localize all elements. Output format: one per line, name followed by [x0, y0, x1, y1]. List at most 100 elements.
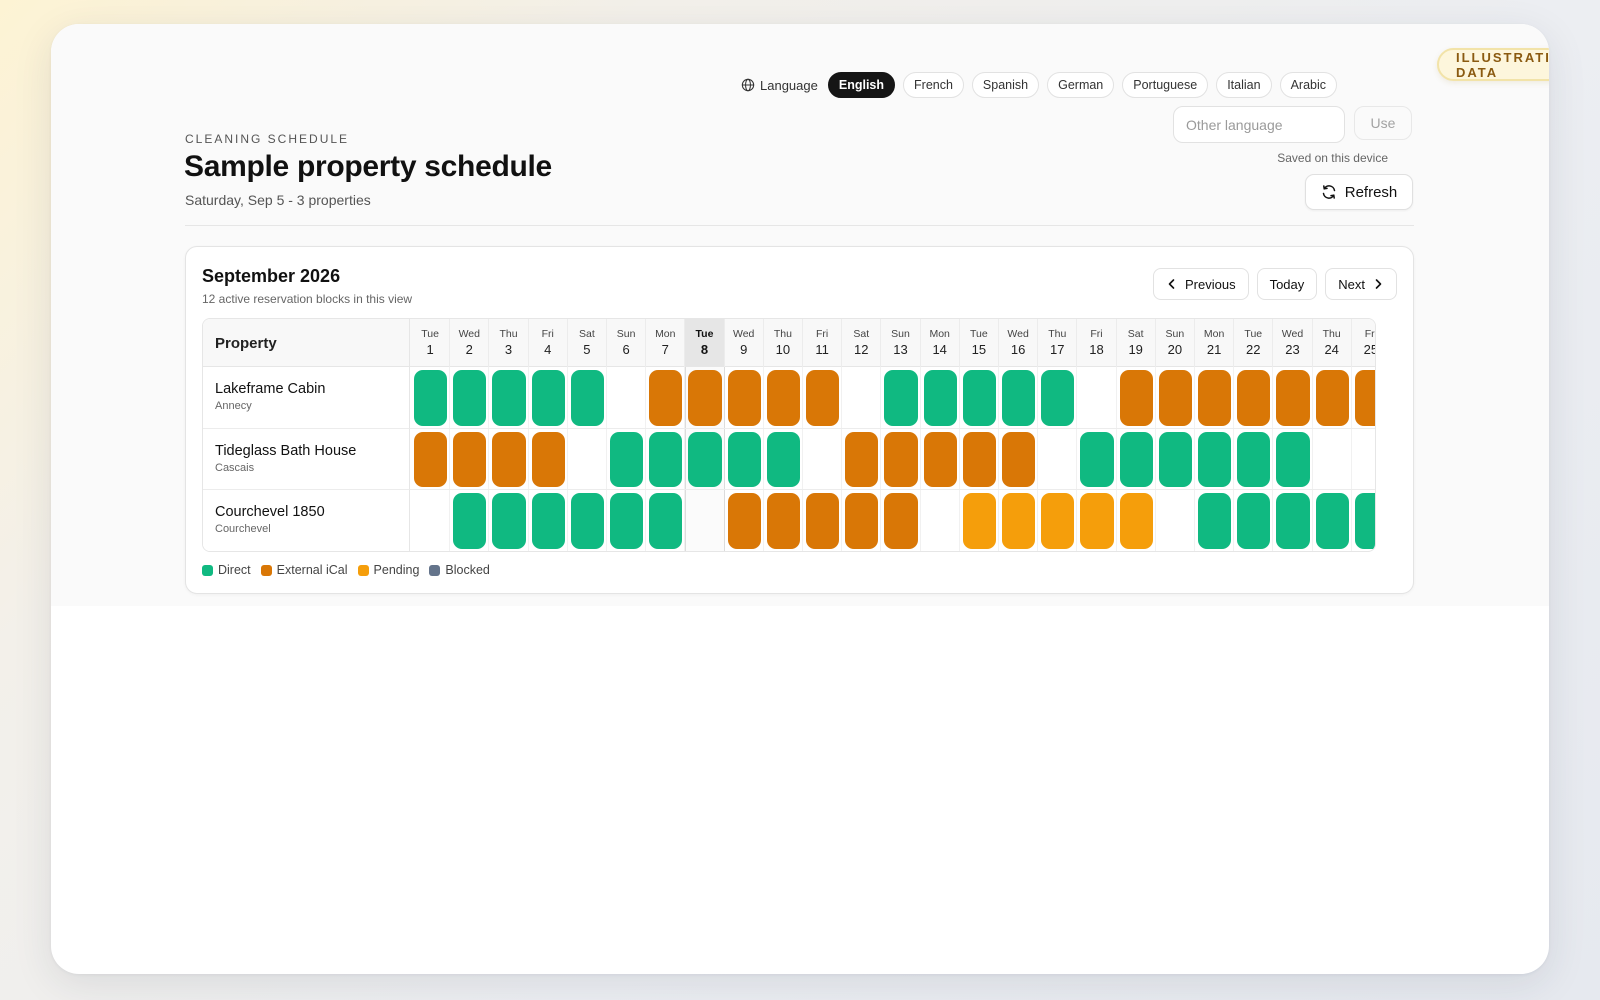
- reservation-block-ical[interactable]: [1002, 431, 1036, 487]
- reservation-block-ical[interactable]: [1119, 370, 1153, 426]
- reservation-block-pending[interactable]: [1002, 493, 1036, 549]
- property-row-header[interactable]: Tideglass Bath House Cascais: [203, 428, 410, 490]
- day-of-month: 19: [1128, 342, 1143, 357]
- column-divider: [802, 367, 803, 551]
- column-divider: [998, 367, 999, 551]
- reservation-block-ical[interactable]: [923, 431, 957, 487]
- reservation-block-pending[interactable]: [1041, 493, 1075, 549]
- language-chip-spanish[interactable]: Spanish: [971, 72, 1040, 98]
- reservation-block-direct[interactable]: [1002, 370, 1036, 426]
- reservation-block-direct[interactable]: [884, 370, 918, 426]
- reservation-block-ical[interactable]: [492, 431, 526, 487]
- refresh-button[interactable]: Refresh: [1305, 174, 1413, 210]
- reservation-block-ical[interactable]: [884, 431, 918, 487]
- day-of-month: 15: [971, 342, 987, 357]
- next-button[interactable]: Next: [1325, 268, 1397, 300]
- reservation-block-direct[interactable]: [1276, 431, 1310, 487]
- reservation-block-ical[interactable]: [845, 493, 879, 549]
- column-divider: [958, 367, 960, 551]
- reservation-block-direct[interactable]: [923, 370, 957, 426]
- reservation-block-ical[interactable]: [766, 493, 800, 549]
- reservation-block-ical[interactable]: [1198, 370, 1232, 426]
- reservation-block-direct[interactable]: [649, 431, 683, 487]
- day-of-week: Wed: [1007, 328, 1029, 340]
- column-divider: [841, 367, 843, 551]
- reservation-block-ical[interactable]: [1315, 370, 1349, 426]
- language-chip-italian[interactable]: Italian: [1216, 72, 1272, 98]
- reservation-block-ical[interactable]: [884, 493, 918, 549]
- refresh-icon: [1322, 185, 1335, 199]
- day-of-month: 23: [1285, 342, 1300, 357]
- reservation-block-direct[interactable]: [610, 493, 644, 549]
- reservation-block-ical[interactable]: [453, 431, 487, 487]
- previous-button[interactable]: Previous: [1152, 268, 1249, 300]
- reservation-block-ical[interactable]: [1158, 370, 1192, 426]
- day-header-20: Sun 20: [1156, 319, 1195, 367]
- reservation-block-ical[interactable]: [1354, 370, 1375, 426]
- day-of-month: 12: [854, 342, 869, 357]
- other-language-input[interactable]: [1173, 106, 1345, 143]
- reservation-block-direct[interactable]: [570, 493, 604, 549]
- reservation-block-direct[interactable]: [1276, 493, 1310, 549]
- day-header-7: Mon 7: [646, 319, 686, 367]
- reservation-block-direct[interactable]: [1237, 493, 1271, 549]
- column-divider: [1115, 367, 1117, 551]
- reservation-block-direct[interactable]: [610, 431, 644, 487]
- reservation-block-ical[interactable]: [806, 493, 840, 549]
- reservation-block-ical[interactable]: [727, 493, 761, 549]
- row-divider: [410, 489, 1375, 490]
- reservation-block-ical[interactable]: [531, 431, 565, 487]
- reservation-block-ical[interactable]: [845, 431, 879, 487]
- reservation-block-ical[interactable]: [688, 370, 722, 426]
- reservation-block-ical[interactable]: [727, 370, 761, 426]
- reservation-block-direct[interactable]: [1080, 431, 1114, 487]
- reservation-block-ical[interactable]: [766, 370, 800, 426]
- reservation-block-ical[interactable]: [414, 431, 448, 487]
- language-chip-german[interactable]: German: [1047, 72, 1115, 98]
- reservation-block-direct[interactable]: [570, 370, 604, 426]
- column-divider: [645, 367, 647, 551]
- language-chip-english[interactable]: English: [827, 72, 896, 98]
- reservation-block-direct[interactable]: [531, 493, 565, 549]
- column-divider: [606, 367, 607, 551]
- reservation-block-direct[interactable]: [531, 370, 565, 426]
- reservation-block-ical[interactable]: [1237, 370, 1271, 426]
- reservation-block-direct[interactable]: [453, 370, 487, 426]
- day-of-month: 24: [1324, 342, 1339, 357]
- legend-item-pending: Pending: [357, 563, 419, 577]
- property-row-header[interactable]: Courchevel 1850 Courchevel: [203, 490, 410, 551]
- use-language-button[interactable]: Use: [1354, 106, 1412, 140]
- reservation-block-ical[interactable]: [962, 431, 996, 487]
- reservation-block-direct[interactable]: [492, 370, 526, 426]
- reservation-block-direct[interactable]: [1198, 431, 1232, 487]
- reservation-block-direct[interactable]: [1158, 431, 1192, 487]
- reservation-block-direct[interactable]: [1119, 431, 1153, 487]
- reservation-block-pending[interactable]: [1080, 493, 1114, 549]
- reservation-block-pending[interactable]: [962, 493, 996, 549]
- day-of-month: 7: [661, 342, 669, 357]
- language-chip-french[interactable]: French: [903, 72, 964, 98]
- reservation-block-direct[interactable]: [492, 493, 526, 549]
- reservation-block-direct[interactable]: [453, 493, 487, 549]
- language-chip-portuguese[interactable]: Portuguese: [1122, 72, 1209, 98]
- reservation-block-direct[interactable]: [766, 431, 800, 487]
- reservation-block-direct[interactable]: [1354, 493, 1375, 549]
- today-button[interactable]: Today: [1256, 268, 1318, 300]
- reservation-block-direct[interactable]: [1315, 493, 1349, 549]
- reservation-block-direct[interactable]: [1041, 370, 1075, 426]
- reservation-block-ical[interactable]: [806, 370, 840, 426]
- language-chip-arabic[interactable]: Arabic: [1279, 72, 1337, 98]
- reservation-block-direct[interactable]: [1237, 431, 1271, 487]
- reservation-block-ical[interactable]: [1276, 370, 1310, 426]
- reservation-block-direct[interactable]: [727, 431, 761, 487]
- reservation-block-direct[interactable]: [1198, 493, 1232, 549]
- reservation-block-ical[interactable]: [649, 370, 683, 426]
- reservation-block-direct[interactable]: [414, 370, 448, 426]
- reservation-block-direct[interactable]: [688, 431, 722, 487]
- day-of-month: 4: [544, 342, 552, 357]
- reservation-block-direct[interactable]: [649, 493, 683, 549]
- reservation-block-direct[interactable]: [962, 370, 996, 426]
- calendar-nav: Previous Today Next: [1152, 268, 1397, 300]
- reservation-block-pending[interactable]: [1119, 493, 1153, 549]
- property-row-header[interactable]: Lakeframe Cabin Annecy: [203, 367, 410, 429]
